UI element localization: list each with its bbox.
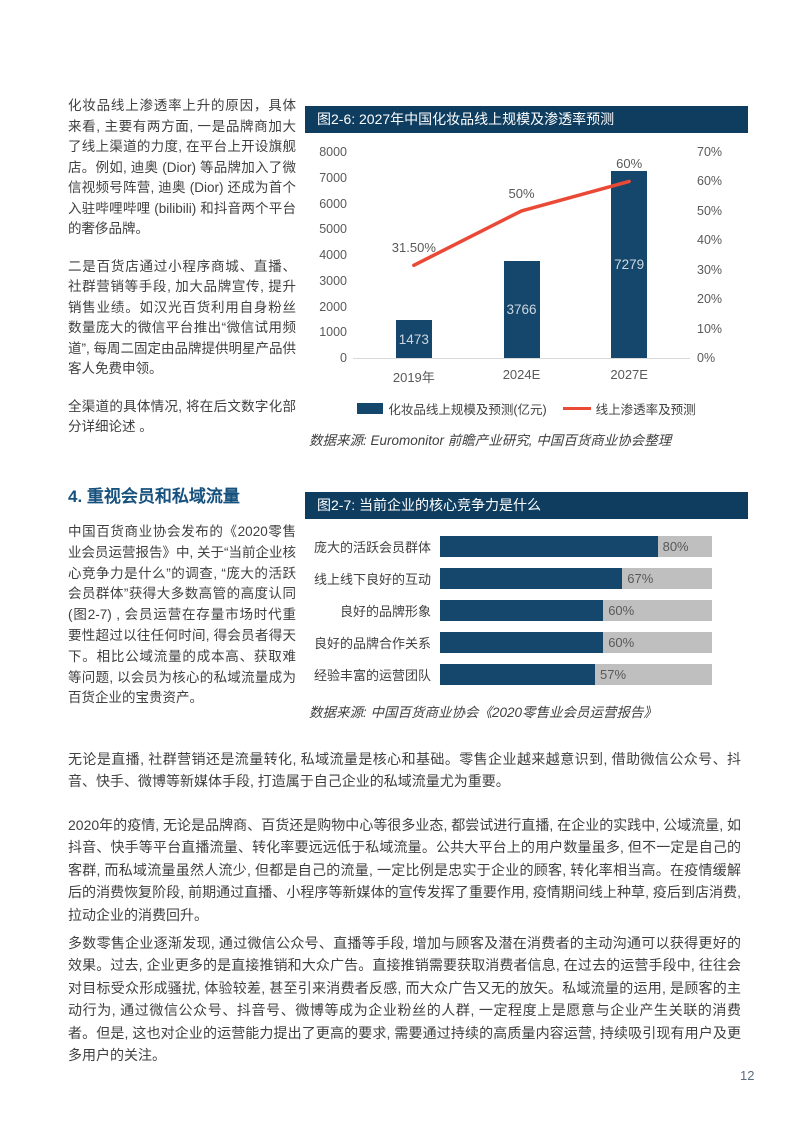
hbar-row: 良好的品牌形象 60% (305, 594, 748, 626)
body-paragraph-2: 2020年的疫情, 无论是品牌商、百货还是购物中心等很多业态, 都尝试进行直播,… (68, 817, 741, 923)
chart-legend: 化妆品线上规模及预测(亿元) 线上渗透率及预测 (305, 399, 748, 418)
bar-2027E: 7279 (611, 170, 648, 358)
legend-bar-swatch (357, 403, 384, 414)
paragraph-department-store: 二是百货店通过小程序商城、直播、社群营销等手段, 加大品牌宣传, 提升销售业绩。… (68, 258, 296, 377)
left-column: 化妆品线上渗透率上升的原因，具体来看, 主要有两方面, 一是品牌商加大了线上渠道… (68, 96, 296, 455)
trend-line-svg (412, 179, 631, 268)
y-axis-tick-right: 20% (697, 292, 723, 307)
legend-label: 化妆品线上规模及预测(亿元) (388, 403, 547, 417)
left-column-section4: 中国百货商业协会发布的《2020零售业会员运营报告》中, 关于“当前企业核心竞争… (68, 522, 296, 709)
legend-label: 线上渗透率及预测 (595, 403, 696, 417)
hbar-track: 60% (440, 631, 712, 653)
hbar-track: 60% (440, 599, 712, 621)
figure-2-6: 图2-6: 2027年中国化妆品线上规模及渗透率预测 8000 7000 6000 5… (305, 106, 748, 449)
bar-2024E: 3766 (503, 261, 540, 358)
x-axis-category-label: 2019年 (392, 370, 435, 385)
body-paragraph-3: 多数零售企业逐渐发现, 通过微信公众号、直播等手段, 增加与顾客及潜在消费者的主… (68, 935, 741, 1064)
hbar-value-label: 60% (608, 602, 635, 618)
y-axis-tick-left: 8000 (319, 145, 347, 159)
figure-2-7: 图2-7: 当前企业的核心竞争力是什么 庞大的活跃会员群体 80% 线上线下良好的互… (305, 492, 748, 721)
hbar-track: 57% (440, 663, 712, 685)
hbar-row: 良好的品牌合作关系 60% (305, 626, 748, 658)
bar-value-label: 1473 (398, 331, 429, 347)
legend-line-swatch (562, 407, 591, 410)
hbar-fill (440, 631, 604, 653)
y-axis-tick-right: 40% (697, 233, 723, 248)
line-point-label: 50% (508, 185, 535, 201)
y-axis-tick-left: 6000 (319, 196, 347, 211)
y-axis-tick-right: 10% (697, 321, 723, 336)
hbar-category-label: 良好的品牌形象 (339, 603, 431, 619)
hbar-row: 经验丰富的运营团队 57% (305, 658, 748, 690)
y-axis-tick-right: 0% (697, 351, 716, 365)
y-axis-tick-right: 70% (697, 145, 723, 159)
hbar-fill (440, 599, 604, 621)
x-axis-category-label: 2027E (610, 367, 648, 382)
hbar-category-label: 线上线下良好的互动 (313, 571, 431, 587)
hbar-value-label: 67% (627, 570, 654, 586)
section-heading-4: 4. 重视会员和私域流量 (68, 487, 240, 506)
paragraph-membership-report: 中国百货商业协会发布的《2020零售业会员运营报告》中, 关于“当前企业核心竞争… (68, 524, 296, 706)
figure-2-6-source: 数据来源: Euromonitor 前瞻产业研究, 中国百货商业协会整理 (309, 433, 672, 448)
bar-value-label: 3766 (506, 302, 537, 317)
body-paragraph-1: 无论是直播, 社群营销还是流量转化, 私域流量是核心和基础。零售企业越来越意识到… (68, 751, 741, 790)
hbar-value-label: 80% (662, 538, 689, 554)
hbar-fill (440, 663, 596, 685)
hbar-track: 67% (440, 567, 712, 589)
x-axis-category-label: 2024E (502, 367, 541, 382)
y-axis-tick-left: 7000 (319, 170, 347, 185)
combo-chart-2-6: 8000 7000 6000 5000 4000 3000 2000 1000 0 70% 60% 5… (305, 133, 748, 391)
legend-item: 线上渗透率及预测 (562, 399, 696, 418)
y-axis-tick-right: 50% (697, 203, 723, 218)
legend-item: 化妆品线上规模及预测(亿元) (357, 399, 547, 418)
figure-2-7-title: 图2-7: 当前企业的核心竞争力是什么 (305, 492, 748, 519)
bar-2019年: 1473 (395, 320, 432, 358)
y-axis-tick-right: 60% (697, 174, 723, 189)
line-point-label: 31.50% (391, 240, 436, 256)
bar-value-label: 7279 (614, 256, 645, 272)
y-axis-tick-left: 3000 (319, 273, 347, 288)
y-axis-tick-left: 1000 (319, 325, 347, 340)
figure-2-7-source: 数据来源: 中国百货商业协会《2020零售业会员运营报告》 (309, 705, 658, 720)
hbar-category-label: 庞大的活跃会员群体 (313, 539, 431, 555)
y-axis-tick-left: 0 (340, 351, 347, 365)
hbar-category-label: 经验丰富的运营团队 (313, 667, 431, 683)
page-number: 12 (740, 1068, 755, 1083)
paragraph-omnichannel-note: 全渠道的具体情况, 将在后文数字化部分详细论述 。 (68, 398, 296, 435)
y-axis-tick-left: 4000 (319, 248, 347, 262)
hbar-category-label: 良好的品牌合作关系 (313, 635, 431, 651)
line-point-label: 60% (616, 156, 643, 172)
x-axis-line (353, 358, 690, 359)
hbar-fill (440, 567, 623, 589)
hbar-row: 线上线下良好的互动 67% (305, 562, 748, 594)
hbar-value-label: 57% (600, 666, 627, 682)
trend-line (412, 179, 631, 268)
y-axis-tick-left: 2000 (319, 299, 347, 314)
hbar-row: 庞大的活跃会员群体 80% (305, 530, 748, 562)
paragraph-cosmetics-online: 化妆品线上渗透率上升的原因，具体来看, 主要有两方面, 一是品牌商加大了线上渠道… (68, 98, 296, 236)
hbar-track: 80% (440, 535, 712, 557)
hbar-fill (440, 535, 658, 557)
y-axis-tick-left: 5000 (319, 222, 347, 237)
horizontal-bar-chart-2-7: 庞大的活跃会员群体 80% 线上线下良好的互动 67% 良好的品牌形象 60% 良好的品牌合… (305, 530, 748, 690)
hbar-value-label: 60% (608, 634, 635, 650)
figure-2-6-title: 图2-6: 2027年中国化妆品线上规模及渗透率预测 (305, 106, 748, 133)
y-axis-tick-right: 30% (697, 262, 723, 277)
